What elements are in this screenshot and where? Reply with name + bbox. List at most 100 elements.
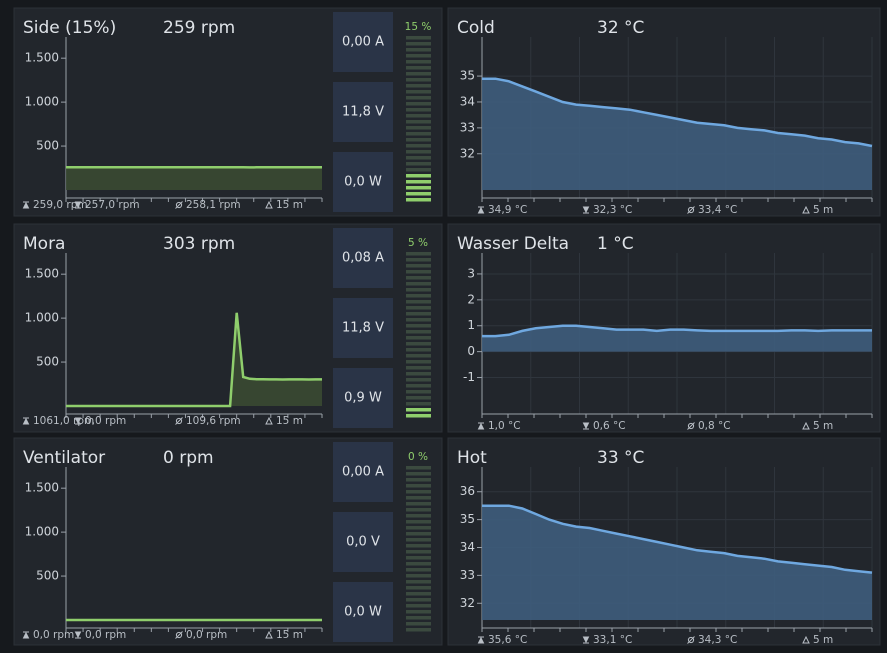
gauge-segment [406,138,431,142]
panel-reading: 259 rpm [163,18,235,38]
min-icon [582,206,590,214]
gauge-segment [406,550,431,554]
stat-label: 0,0 rpm [186,629,227,641]
y-tick-label: 35 [460,69,475,83]
readout-box [333,442,393,502]
y-tick-label: 2 [467,292,475,306]
y-tick-label: 1.500 [25,481,59,495]
readout-value: 0,00 A [342,465,384,480]
gauge-segment [406,192,431,196]
gauge-segment [406,144,431,148]
gauge-segment [406,114,431,118]
readout-box [333,12,393,72]
stat-label: 257,0 rpm [85,199,140,211]
gauge-segment [406,300,431,304]
series-area [66,312,322,406]
stat-label: 15 m [276,629,303,641]
gauge-segment [406,342,431,346]
y-tick-label: 3 [467,266,475,280]
gauge-segment [406,354,431,358]
gauge-segment [406,526,431,530]
min-icon [74,201,82,209]
gauge-segment [406,586,431,590]
series-line [482,77,873,148]
y-tick-label: 35 [460,512,475,526]
avg-icon [175,631,183,639]
gauge-segment [406,390,431,394]
gauge-segment [406,562,431,566]
gauge-segment [406,96,431,100]
gauge-label: 0 % [408,451,428,463]
gauge-segment [406,66,431,70]
panel-title: Ventilator [23,448,105,468]
gauge-segment [406,360,431,364]
panel [447,223,881,433]
y-tick-label: 34 [460,540,475,554]
period-icon [265,630,273,639]
y-tick-label: 1.000 [25,95,59,109]
gauge-segment [406,54,431,58]
gauge-segment [406,538,431,542]
max-icon [477,422,485,430]
stat-label: 5 m [813,634,833,646]
gauge-segment [406,84,431,88]
gauge-segment [406,628,431,632]
stat-label: 34,3 °C [698,634,737,646]
min-icon [74,417,82,425]
avg-icon [687,206,695,214]
stat-label: 109,6 rpm [186,415,241,427]
stat-label: 33,1 °C [593,634,632,646]
gauge-segment [406,318,431,322]
gauge-segment [406,294,431,298]
gauge-segment [406,156,431,160]
gauge-segment [406,604,431,608]
gauge-segment [406,508,431,512]
gauge-segment [406,90,431,94]
period-icon [802,421,810,430]
readout-value: 0,00 A [342,35,384,50]
gauge-segment [406,348,431,352]
gauge-segment [406,502,431,506]
stat-label: 34,9 °C [488,204,527,216]
avg-icon [175,417,183,425]
y-tick-label: 1.000 [25,525,59,539]
avg-icon [175,417,183,425]
gauge-segment [406,276,431,280]
readout-box [333,582,393,642]
y-tick-label: 1.000 [25,311,59,325]
panel-title: Side (15%) [23,18,116,38]
stat-label: 35,6 °C [488,634,527,646]
panel-title: Wasser Delta [457,234,569,254]
max-icon [22,417,30,425]
gauge-segment [406,484,431,488]
gauge-segment [406,120,431,124]
gauge-segment [406,544,431,548]
stat-label: 33,4 °C [698,204,737,216]
gauge-segment [406,490,431,494]
gauge-segment [406,610,431,614]
gauge-segment [406,592,431,596]
y-tick-label: 1.500 [25,267,59,281]
gauge-segment [406,60,431,64]
avg-icon [175,201,183,209]
panel-reading: 303 rpm [163,234,235,254]
readout-value: 0,9 W [344,391,382,406]
avg-icon [175,631,183,639]
y-tick-label: 500 [36,139,59,153]
gauge-segment [406,306,431,310]
panel-title: Hot [457,448,487,468]
gauge-segment [406,496,431,500]
y-tick-label: -1 [463,370,475,384]
panel-reading: 32 °C [597,18,644,38]
y-tick-label: 32 [460,146,475,160]
stat-label: 32,3 °C [593,204,632,216]
gauge-segment [406,598,431,602]
gauge-segment [406,396,431,400]
readout-value: 0,0 V [346,535,380,550]
panel-title: Cold [457,18,495,38]
gauge-segment [406,466,431,470]
gauge-segment [406,42,431,46]
stat-label: 5 m [813,420,833,432]
period-icon [802,205,810,214]
